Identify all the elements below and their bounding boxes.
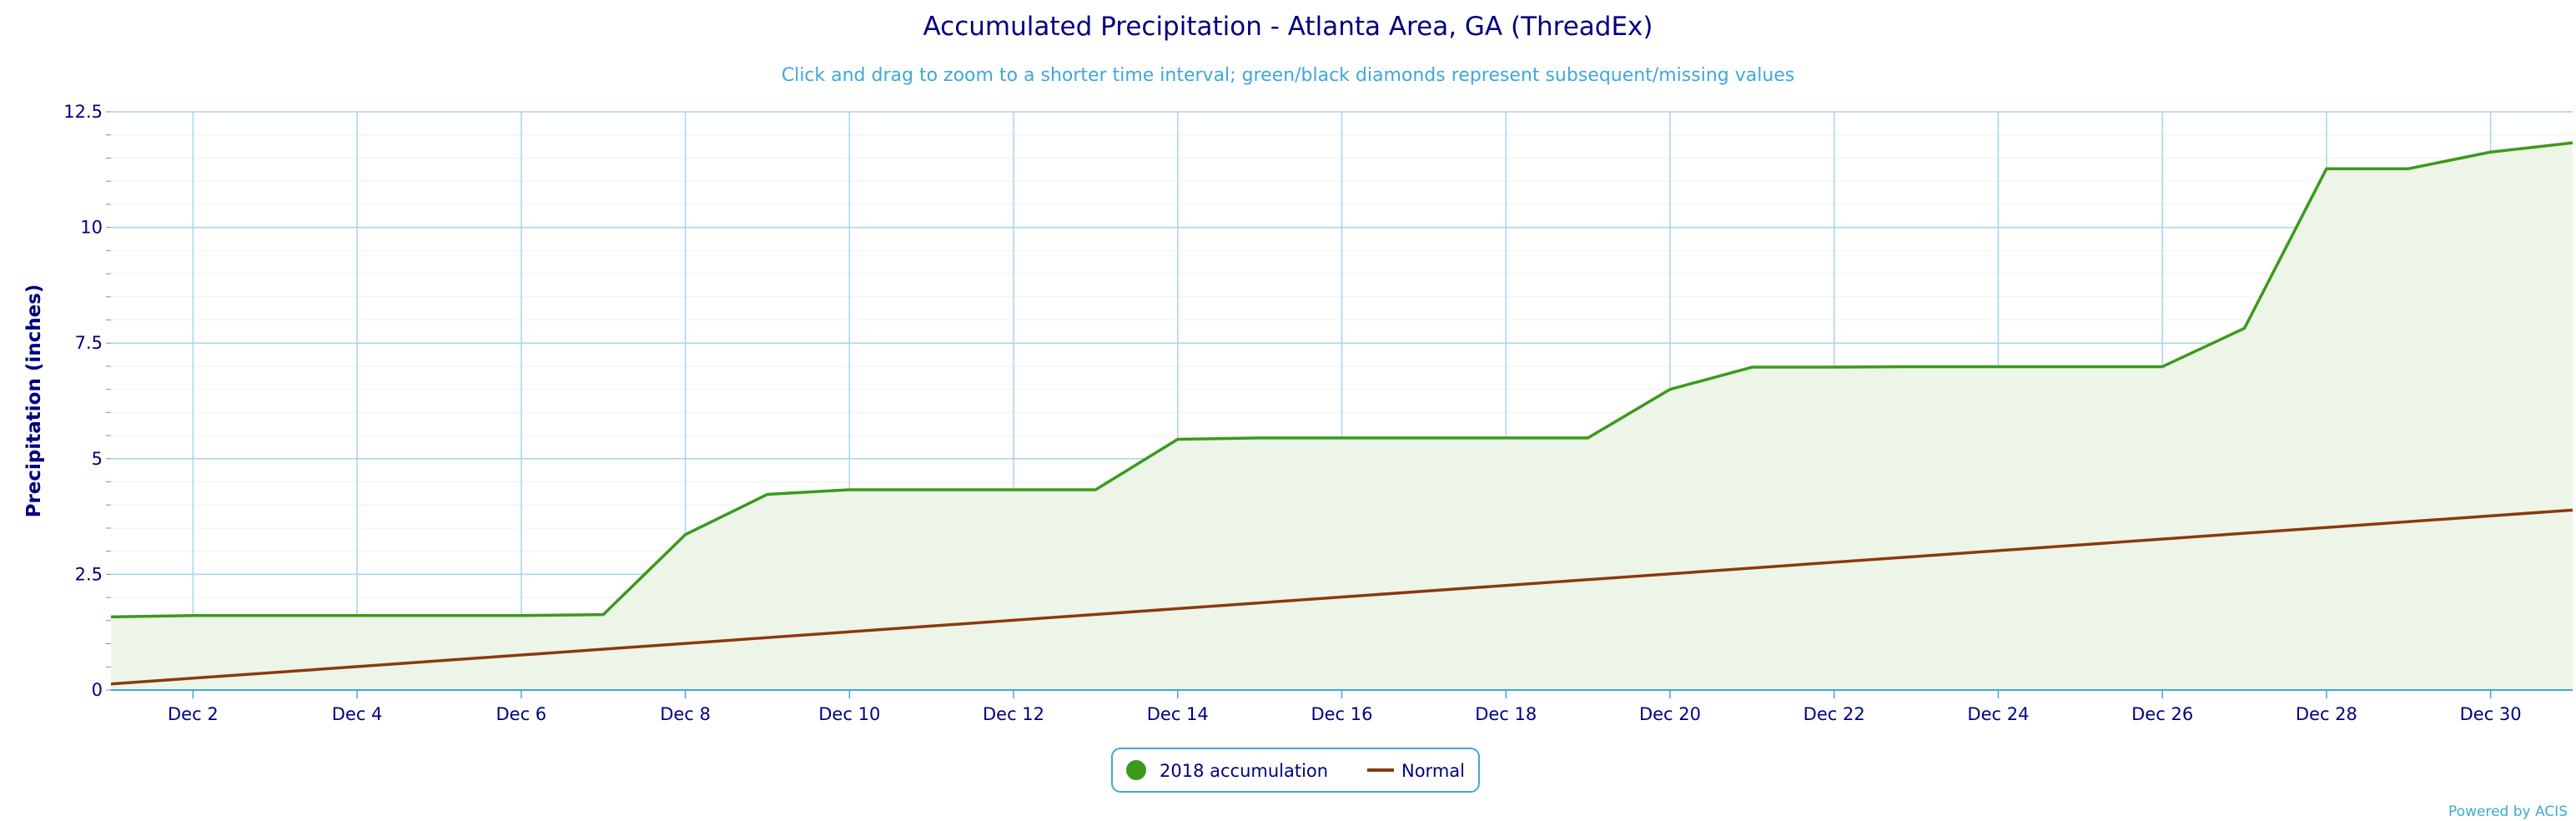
data-point[interactable] <box>1173 435 1183 445</box>
data-point[interactable] <box>844 485 854 495</box>
data-point[interactable] <box>270 611 280 621</box>
legend-label: 2018 accumulation <box>1160 761 1328 781</box>
x-tick-label: Dec 14 <box>1147 704 1209 724</box>
x-tick-label: Dec 28 <box>2296 704 2357 724</box>
data-point[interactable] <box>188 611 198 621</box>
x-tick-label: Dec 10 <box>818 704 880 724</box>
legend-marker <box>1126 760 1146 780</box>
data-point[interactable] <box>434 611 444 621</box>
y-tick-label: 10 <box>80 218 103 238</box>
data-point[interactable] <box>1993 361 2003 371</box>
data-point[interactable] <box>2240 323 2250 333</box>
x-tick-label: Dec 30 <box>2460 704 2522 724</box>
x-tick-label: Dec 6 <box>496 704 546 724</box>
y-tick-label: 2.5 <box>75 564 103 584</box>
legend-label: Normal <box>1401 761 1465 781</box>
data-point[interactable] <box>1009 485 1019 495</box>
data-point[interactable] <box>927 485 937 495</box>
data-point[interactable] <box>2157 361 2167 371</box>
data-point[interactable] <box>1911 361 1921 371</box>
x-tick-label: Dec 2 <box>168 704 219 724</box>
y-tick-label: 5 <box>92 449 103 469</box>
x-tick-label: Dec 12 <box>983 704 1044 724</box>
data-point[interactable] <box>2403 164 2413 174</box>
data-point[interactable] <box>1583 433 1593 443</box>
y-axis-title: Precipitation (inches) <box>23 285 45 518</box>
x-tick-label: Dec 20 <box>1639 704 1701 724</box>
legend-item-normal[interactable]: Normal <box>1367 761 1465 781</box>
series-line-1[interactable] <box>110 508 2573 686</box>
x-tick-label: Dec 18 <box>1475 704 1537 724</box>
data-point[interactable] <box>2486 147 2496 157</box>
x-tick-label: Dec 26 <box>2131 704 2193 724</box>
credits-link[interactable]: Powered by ACIS <box>2448 803 2568 820</box>
chart-title: Accumulated Precipitation - Atlanta Area… <box>923 12 1653 42</box>
data-point[interactable] <box>1337 433 1347 443</box>
data-point[interactable] <box>106 679 116 689</box>
data-point[interactable] <box>1419 433 1429 443</box>
chart-subtitle: Click and drag to zoom to a shorter time… <box>782 65 1795 86</box>
data-point[interactable] <box>1501 433 1511 443</box>
y-tick-label: 7.5 <box>75 333 103 353</box>
legend: 2018 accumulation Normal <box>1111 748 1480 793</box>
data-point[interactable] <box>2075 361 2085 371</box>
data-point[interactable] <box>516 611 526 621</box>
y-tick-label: 0 <box>92 680 103 700</box>
x-tick-label: Dec 4 <box>332 704 383 724</box>
data-point[interactable] <box>762 489 772 499</box>
legend-box <box>1111 748 1480 793</box>
data-point[interactable] <box>681 530 691 540</box>
data-point[interactable] <box>2322 164 2332 174</box>
data-point[interactable] <box>598 610 608 620</box>
x-tick-label: Dec 22 <box>1804 704 1865 724</box>
data-point[interactable] <box>1747 362 1757 372</box>
data-point[interactable] <box>1829 362 1839 372</box>
series-line-0[interactable] <box>110 141 2573 619</box>
x-tick-label: Dec 16 <box>1311 704 1372 724</box>
data-point[interactable] <box>1090 485 1100 495</box>
x-tick-label: Dec 24 <box>1967 704 2029 724</box>
data-point[interactable] <box>352 611 362 621</box>
y-tick-label: 12.5 <box>63 102 103 122</box>
data-point[interactable] <box>1255 433 1265 443</box>
legend-item-2018-accumulation[interactable]: 2018 accumulation <box>1126 760 1328 781</box>
x-tick-label: Dec 8 <box>660 704 711 724</box>
data-point[interactable] <box>1665 385 1675 395</box>
plot-area[interactable] <box>106 111 2576 698</box>
